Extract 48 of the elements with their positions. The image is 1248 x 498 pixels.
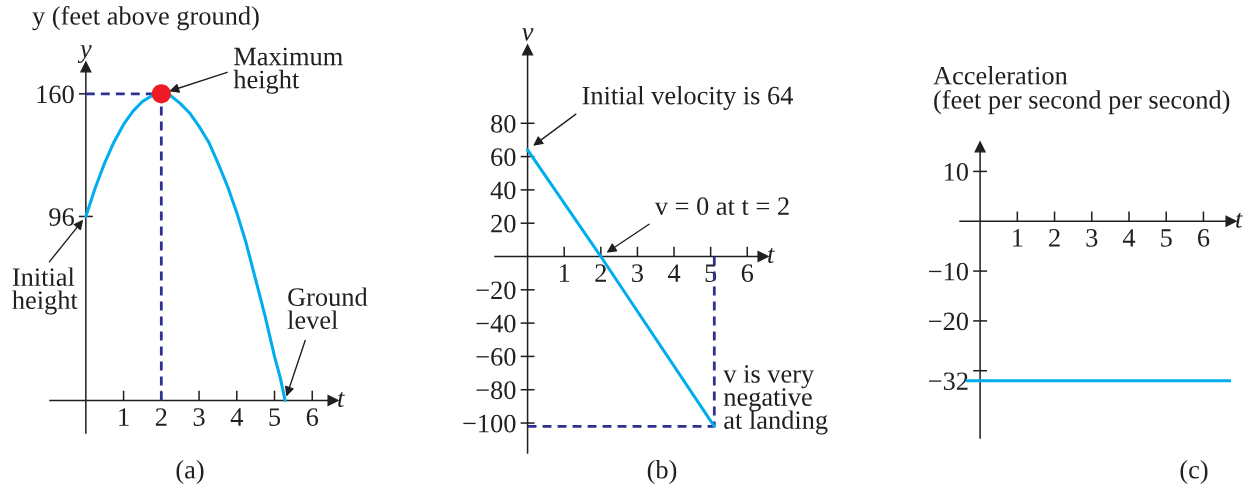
x-tick-label: 4 xyxy=(230,408,243,426)
text: (b) xyxy=(647,460,677,484)
x-tick-label: 2 xyxy=(595,264,606,282)
x-tick-label: 6 xyxy=(1197,229,1210,247)
y-tick-label: −100 xyxy=(463,414,516,433)
y-tick-label: 80 xyxy=(491,114,516,133)
x-tick-label: 5 xyxy=(269,408,281,426)
y-tick-label: −20 xyxy=(929,312,968,331)
x-tick-label: 6 xyxy=(741,264,754,283)
x-tick-label: 1 xyxy=(559,264,570,282)
y-tick-label: −20 xyxy=(476,281,516,300)
x-tick-label: 3 xyxy=(1086,229,1098,247)
x-tick-label: 2 xyxy=(1049,229,1060,247)
y-tick-label: −10 xyxy=(929,262,968,281)
annotation: Initial height xyxy=(12,267,78,315)
x-axis-title: t xyxy=(338,391,345,408)
x-tick-label: 3 xyxy=(193,408,205,426)
chart-title: y (feet above ground) xyxy=(32,6,259,31)
x-tick-label: 4 xyxy=(667,264,681,282)
annotation: Initial velocity is 64 xyxy=(582,85,793,110)
x-axis-title: t xyxy=(1236,212,1243,228)
y-tick-label: 20 xyxy=(491,214,516,233)
text: (a) xyxy=(176,460,204,484)
x-axis-title: t xyxy=(768,247,775,264)
y-axis-title: v xyxy=(522,28,534,41)
x-tick-label: 6 xyxy=(306,408,319,426)
chart-title: Acceleration (feet per second per second) xyxy=(933,66,1230,115)
y-tick-label: −32 xyxy=(929,372,968,391)
annotation: Maximum height xyxy=(233,47,343,94)
y-tick-label: 96 xyxy=(49,208,74,226)
x-tick-label: 2 xyxy=(155,408,167,426)
y-tick-label: −60 xyxy=(476,348,516,366)
y-axis-title: y xyxy=(77,45,92,63)
x-tick-label: 1 xyxy=(1013,229,1023,247)
x-tick-label: 1 xyxy=(119,408,129,426)
annotation: v = 0 at t = 2 xyxy=(654,197,789,216)
y-tick-label: 160 xyxy=(37,85,74,104)
y-tick-label: −80 xyxy=(476,381,516,400)
y-tick-label: 40 xyxy=(490,181,516,200)
x-tick-label: 3 xyxy=(632,264,643,283)
annotation: v is very negative at landing xyxy=(723,365,828,435)
y-tick-label: −40 xyxy=(476,314,516,333)
text: (c) xyxy=(1180,460,1208,484)
y-tick-label: 60 xyxy=(491,148,516,166)
annotation: Ground level xyxy=(287,287,368,330)
x-tick-label: 5 xyxy=(1161,229,1172,247)
x-tick-label: 4 xyxy=(1122,229,1136,247)
y-tick-label: 10 xyxy=(944,163,968,181)
